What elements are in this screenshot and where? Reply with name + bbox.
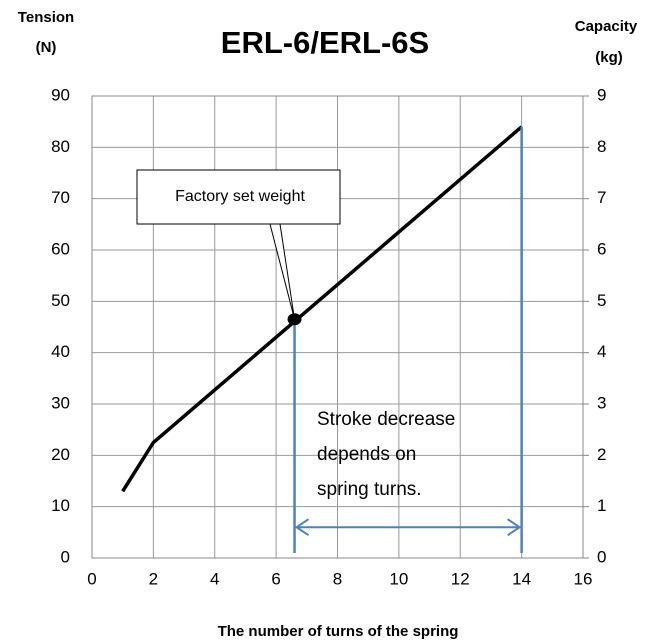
- annotation-text: Factory set weight: [175, 188, 305, 205]
- y2-tick-label: 3: [597, 393, 606, 412]
- y-tick-label: 90: [51, 85, 70, 104]
- y-tick-label: 20: [51, 445, 70, 464]
- y2-tick-label: 8: [597, 137, 606, 156]
- x-tick-label: 16: [574, 569, 593, 588]
- x-tick-label: 14: [512, 569, 531, 588]
- callout-box: [136, 169, 341, 225]
- x-tick-label: 2: [149, 569, 158, 588]
- data-line: [121, 125, 523, 493]
- y-tick-label: 30: [51, 393, 70, 412]
- y-tick-label: 70: [51, 188, 70, 207]
- x-tick-label: 6: [271, 569, 280, 588]
- x-tick-label: 10: [389, 569, 408, 588]
- x-tick-label: 4: [210, 569, 219, 588]
- y-tick-label: 10: [51, 496, 70, 515]
- x-tick-label: 0: [87, 569, 96, 588]
- y2-tick-label: 1: [597, 496, 606, 515]
- plot-frame: [91, 95, 584, 559]
- y-axis-label: (N): [36, 39, 57, 56]
- y-tick-label: 80: [51, 137, 70, 156]
- y2-tick-label: 4: [597, 342, 606, 361]
- y2-tick-label: 6: [597, 239, 606, 258]
- set-point: [287, 313, 302, 326]
- y2-axis-label: Capacity: [575, 18, 638, 35]
- annotation-text: depends on: [317, 444, 416, 465]
- arrow-head: [507, 518, 522, 537]
- arrow-head: [294, 518, 310, 537]
- y2-tick-label: 9: [597, 85, 606, 104]
- y-tick-label: 0: [61, 547, 70, 566]
- annotation-text: spring turns.: [317, 479, 422, 500]
- y2-tick-label: 2: [597, 445, 606, 464]
- chart-title: ERL-6/ERL-6S: [221, 25, 429, 60]
- x-tick-label: 12: [451, 569, 470, 588]
- y-axis-label: Tension: [18, 9, 74, 26]
- y2-tick-label: 5: [597, 291, 606, 310]
- y-tick-label: 50: [51, 291, 70, 310]
- y-tick-label: 40: [51, 342, 70, 361]
- annotation-text: Stroke decrease: [317, 409, 455, 430]
- y2-axis-label: (kg): [595, 49, 623, 66]
- callout-pointer: [269, 223, 296, 320]
- y2-tick-label: 7: [597, 188, 606, 207]
- x-tick-label: 8: [333, 569, 342, 588]
- y-tick-label: 60: [51, 239, 70, 258]
- x-axis-label: The number of turns of the spring: [218, 623, 459, 640]
- y2-tick-label: 0: [597, 547, 606, 566]
